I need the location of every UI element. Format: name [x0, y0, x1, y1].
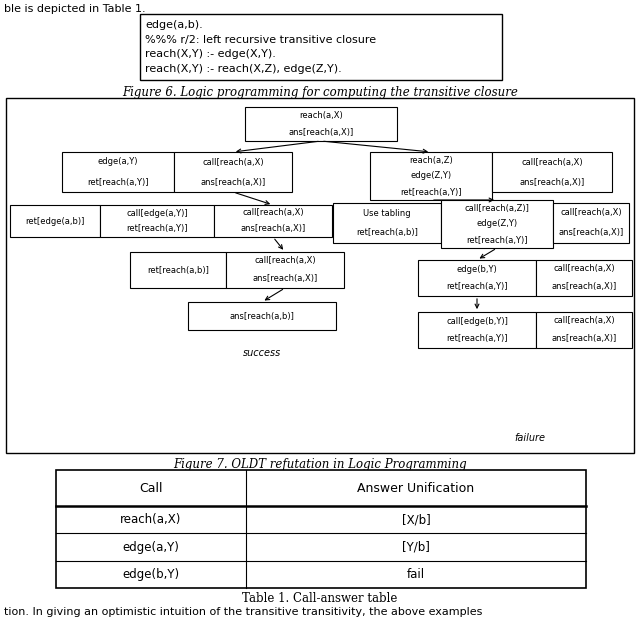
Text: ret[reach(a,Y)]: ret[reach(a,Y)] — [467, 236, 528, 244]
Bar — [56, 470, 586, 588]
Bar — [6, 98, 634, 453]
Text: call[reach(a,X): call[reach(a,X) — [553, 264, 615, 274]
Text: call[reach(a,X): call[reach(a,X) — [202, 158, 264, 166]
Bar — [140, 14, 502, 80]
Bar — [492, 152, 612, 192]
Text: edge(a,b).: edge(a,b). — [145, 20, 203, 30]
Text: edge(a,Y): edge(a,Y) — [98, 158, 138, 166]
Text: Call: Call — [140, 482, 163, 494]
Text: call[reach(a,Z)]: call[reach(a,Z)] — [465, 203, 529, 212]
Bar — [188, 302, 336, 330]
Bar — [214, 205, 332, 237]
Text: edge(b,Y): edge(b,Y) — [122, 568, 180, 581]
Text: call[reach(a,X): call[reach(a,X) — [521, 158, 583, 166]
Text: ret[edge(a,b)]: ret[edge(a,b)] — [26, 217, 84, 225]
Text: ans[reach(a,X)]: ans[reach(a,X)] — [200, 178, 266, 187]
Text: edge(Z,Y): edge(Z,Y) — [476, 220, 518, 229]
Text: ret[reach(a,Y)]: ret[reach(a,Y)] — [126, 224, 188, 234]
Text: %%% r/2: left recursive transitive closure: %%% r/2: left recursive transitive closu… — [145, 35, 376, 45]
Text: ans[reach(a,X)]: ans[reach(a,X)] — [520, 178, 584, 187]
Text: edge(a,Y): edge(a,Y) — [123, 541, 179, 553]
Bar — [226, 252, 344, 288]
Text: tion. In giving an optimistic intuition of the transitive transitivity, the abov: tion. In giving an optimistic intuition … — [4, 607, 483, 617]
Bar — [245, 107, 397, 141]
Text: [X/b]: [X/b] — [402, 513, 430, 526]
Text: ans[reach(a,X)]: ans[reach(a,X)] — [252, 274, 317, 283]
Bar — [130, 252, 226, 288]
Text: reach(a,X): reach(a,X) — [120, 513, 182, 526]
Text: reach(X,Y) :- reach(X,Z), edge(Z,Y).: reach(X,Y) :- reach(X,Z), edge(Z,Y). — [145, 63, 342, 73]
Text: reach(X,Y) :- edge(X,Y).: reach(X,Y) :- edge(X,Y). — [145, 49, 276, 59]
Text: success: success — [243, 348, 281, 358]
Bar — [441, 200, 553, 248]
Text: call[reach(a,X): call[reach(a,X) — [553, 317, 615, 325]
Text: ret[reach(a,Y)]: ret[reach(a,Y)] — [87, 178, 148, 187]
Text: call[reach(a,X): call[reach(a,X) — [242, 208, 304, 217]
Text: call[edge(b,Y)]: call[edge(b,Y)] — [446, 317, 508, 325]
Bar — [536, 312, 632, 348]
Text: call[reach(a,X): call[reach(a,X) — [560, 208, 622, 217]
Bar — [536, 260, 632, 296]
Text: reach(a,Z): reach(a,Z) — [409, 156, 453, 165]
Bar — [100, 205, 214, 237]
Text: Answer Unification: Answer Unification — [357, 482, 475, 494]
Text: [Y/b]: [Y/b] — [402, 541, 430, 553]
Text: ret[reach(a,Y)]: ret[reach(a,Y)] — [446, 283, 508, 291]
Text: reach(a,X): reach(a,X) — [299, 111, 343, 120]
Bar — [370, 152, 492, 200]
Text: call[edge(a,Y)]: call[edge(a,Y)] — [126, 208, 188, 217]
Text: edge(Z,Y): edge(Z,Y) — [410, 171, 452, 180]
Text: ans[reach(a,X)]: ans[reach(a,X)] — [552, 283, 616, 291]
Text: ret[reach(a,Y)]: ret[reach(a,Y)] — [400, 188, 461, 197]
Text: Figure 6. Logic programming for computing the transitive closure: Figure 6. Logic programming for computin… — [122, 86, 518, 99]
Text: Use tabling: Use tabling — [363, 208, 411, 217]
Bar — [10, 205, 100, 237]
Text: ans[reach(a,b)]: ans[reach(a,b)] — [230, 311, 294, 320]
Text: ans[reach(a,X)]: ans[reach(a,X)] — [241, 224, 306, 234]
Text: ans[reach(a,X)]: ans[reach(a,X)] — [558, 229, 623, 237]
Text: Figure 7. OLDT refutation in Logic Programming: Figure 7. OLDT refutation in Logic Progr… — [173, 458, 467, 471]
Text: failure: failure — [515, 433, 545, 443]
Bar — [333, 203, 441, 243]
Text: ans[reach(a,X)]: ans[reach(a,X)] — [289, 128, 354, 137]
Text: ans[reach(a,X)]: ans[reach(a,X)] — [552, 335, 616, 344]
Text: edge(b,Y): edge(b,Y) — [456, 264, 497, 274]
Text: ret[reach(a,b)]: ret[reach(a,b)] — [147, 266, 209, 274]
Text: call[reach(a,X): call[reach(a,X) — [254, 256, 316, 266]
Bar — [174, 152, 292, 192]
Text: fail: fail — [407, 568, 425, 581]
Bar — [418, 260, 536, 296]
Bar — [418, 312, 536, 348]
Text: ret[reach(a,b)]: ret[reach(a,b)] — [356, 229, 418, 237]
Text: ble is depicted in Table 1.: ble is depicted in Table 1. — [4, 4, 146, 14]
Bar — [553, 203, 629, 243]
Bar — [62, 152, 174, 192]
Text: ret[reach(a,Y)]: ret[reach(a,Y)] — [446, 335, 508, 344]
Text: Table 1. Call-answer table: Table 1. Call-answer table — [243, 592, 397, 605]
